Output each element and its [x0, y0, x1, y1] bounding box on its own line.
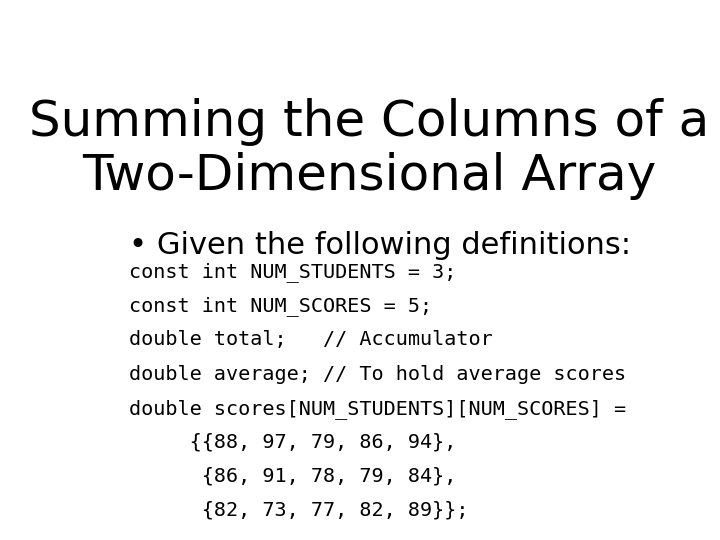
- Text: • Given the following definitions:: • Given the following definitions:: [129, 231, 631, 260]
- Text: {{88, 97, 79, 86, 94},: {{88, 97, 79, 86, 94},: [129, 433, 456, 452]
- Text: double average; // To hold average scores: double average; // To hold average score…: [129, 364, 626, 383]
- Text: const int NUM_SCORES = 5;: const int NUM_SCORES = 5;: [129, 296, 432, 316]
- Text: double scores[NUM_STUDENTS][NUM_SCORES] =: double scores[NUM_STUDENTS][NUM_SCORES] …: [129, 399, 626, 418]
- Text: {86, 91, 78, 79, 84},: {86, 91, 78, 79, 84},: [129, 467, 456, 486]
- Text: double total;   // Accumulator: double total; // Accumulator: [129, 330, 492, 349]
- Text: const int NUM_STUDENTS = 3;: const int NUM_STUDENTS = 3;: [129, 262, 456, 282]
- Text: Summing the Columns of a
Two-Dimensional Array: Summing the Columns of a Two-Dimensional…: [29, 98, 709, 200]
- Text: {82, 73, 77, 82, 89}};: {82, 73, 77, 82, 89}};: [129, 501, 469, 520]
